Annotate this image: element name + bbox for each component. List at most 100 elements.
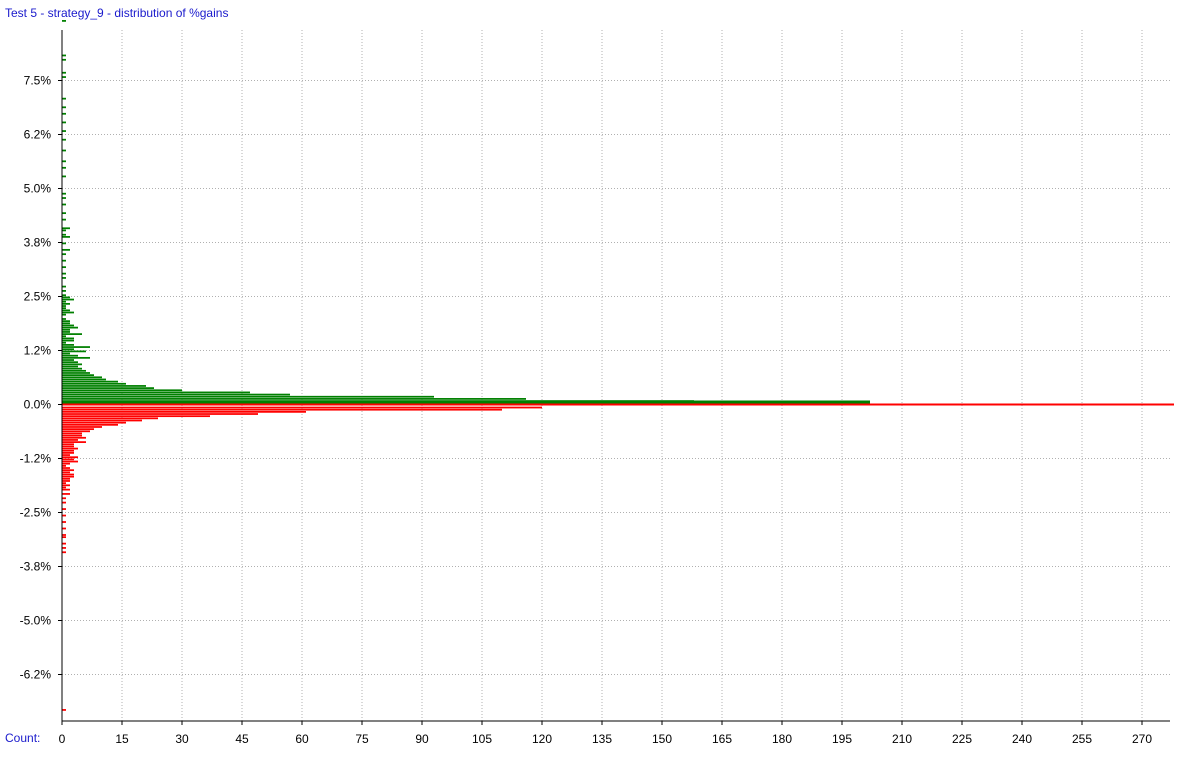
loss-bar	[62, 471, 70, 474]
gain-bar	[62, 335, 66, 338]
gain-bar	[62, 361, 78, 364]
x-tick-label: 180	[772, 732, 792, 746]
loss-bar	[62, 417, 158, 420]
x-tick-label: 270	[1132, 732, 1152, 746]
x-tick-label: 240	[1012, 732, 1032, 746]
loss-bar	[62, 406, 542, 409]
gain-bar	[62, 20, 66, 22]
loss-bar	[62, 441, 86, 443]
y-tick-label: 0.0%	[24, 398, 52, 412]
gain-bar	[62, 277, 66, 279]
y-tick-label: 1.2%	[24, 344, 52, 358]
y-tick-label: 2.5%	[24, 290, 52, 304]
gain-bar	[62, 160, 66, 163]
x-tick-label: 225	[952, 732, 972, 746]
gain-bar	[62, 253, 66, 256]
loss-bar	[62, 436, 86, 439]
gain-bar	[62, 58, 66, 61]
x-tick-label: 0	[59, 732, 66, 746]
gain-bar	[62, 354, 78, 357]
loss-bar	[62, 536, 66, 539]
gain-bar	[62, 328, 70, 331]
gain-bar	[62, 387, 154, 389]
x-tick-label: 255	[1072, 732, 1092, 746]
gain-bar	[62, 385, 146, 387]
y-tick-label: -5.0%	[20, 614, 52, 628]
x-tick-label: 210	[892, 732, 912, 746]
y-tick-label: -2.5%	[20, 506, 52, 520]
gain-bar	[62, 400, 694, 402]
loss-bar	[62, 480, 70, 482]
gain-bar	[62, 272, 66, 275]
loss-bar	[62, 415, 210, 418]
loss-bar	[62, 477, 70, 480]
gain-bar	[62, 71, 66, 74]
gain-bar	[62, 138, 66, 141]
y-tick-label: 5.0%	[24, 182, 52, 196]
x-tick-label: 90	[415, 732, 429, 746]
gain-bar	[62, 359, 74, 361]
gain-bar	[62, 175, 66, 178]
gain-bar	[62, 76, 66, 78]
loss-bar	[62, 501, 66, 504]
loss-bar	[62, 434, 82, 437]
tick-labels: 0 15 30 45 60 75 90 105 120 135 150 165 180 195 210 225…	[20, 74, 1153, 747]
gain-bar	[62, 331, 70, 333]
gain-bar	[62, 320, 70, 323]
loss-bar	[62, 408, 502, 411]
y-tick-label: -3.8%	[20, 560, 52, 574]
loss-bar	[62, 484, 70, 487]
gain-bar	[62, 242, 66, 245]
x-tick-label: 195	[832, 732, 852, 746]
gain-bar	[62, 324, 74, 327]
x-tick-label: 60	[295, 732, 309, 746]
x-tick-label: 135	[592, 732, 612, 746]
gain-bar	[62, 382, 126, 385]
gain-bar	[62, 307, 66, 310]
gain-bar	[62, 344, 74, 346]
loss-bar	[62, 458, 74, 461]
gain-bar	[62, 233, 66, 236]
loss-bar	[62, 493, 70, 495]
loss-bar	[62, 467, 70, 469]
x-tick-label: 150	[652, 732, 672, 746]
gain-bar	[62, 339, 74, 342]
gain-bar	[62, 106, 66, 109]
loss-bar	[62, 497, 66, 500]
loss-bar	[62, 508, 66, 510]
loss-bar	[62, 452, 74, 454]
gain-bar	[62, 192, 66, 195]
gain-bar	[62, 369, 86, 372]
gain-bar	[62, 333, 82, 335]
gain-bar	[62, 229, 66, 232]
loss-bar	[62, 488, 70, 491]
loss-bar	[62, 534, 66, 536]
loss-bar	[62, 449, 74, 452]
gain-bar	[62, 350, 86, 353]
gain-bar	[62, 285, 66, 288]
loss-bar	[62, 403, 1174, 406]
loss-bar	[62, 413, 258, 415]
x-tick-label: 30	[175, 732, 189, 746]
loss-bar	[62, 454, 70, 456]
gain-bar	[62, 197, 66, 199]
loss-bar	[62, 462, 70, 465]
gain-bar	[62, 356, 90, 359]
loss-bar	[62, 439, 78, 441]
gain-bar	[62, 298, 74, 301]
gain-bar	[62, 97, 66, 100]
gain-bar	[62, 363, 82, 366]
gain-bar	[62, 302, 70, 305]
gain-bar	[62, 305, 66, 307]
gain-bar	[62, 378, 106, 381]
gain-bar	[62, 149, 66, 152]
y-tick-label: 7.5%	[24, 74, 52, 88]
gain-bar	[62, 395, 434, 398]
y-tick-label: -6.2%	[20, 668, 52, 682]
gain-bar	[62, 309, 70, 312]
loss-bar	[62, 473, 74, 476]
grid-layer	[62, 30, 1170, 721]
x-tick-label: 15	[115, 732, 129, 746]
axis-layer	[58, 30, 1170, 725]
